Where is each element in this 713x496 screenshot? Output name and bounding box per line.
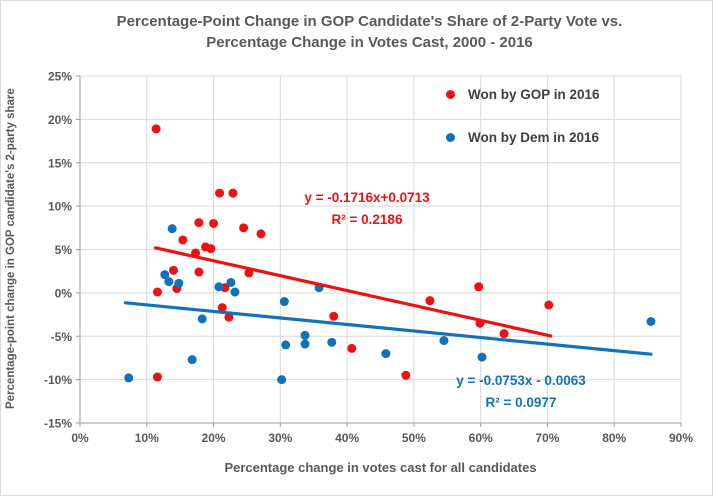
data-point-dem	[167, 224, 177, 234]
data-point-gop	[178, 235, 188, 245]
data-point-dem	[160, 270, 170, 280]
data-point-dem	[230, 287, 240, 297]
y-tick-label: 0%	[55, 286, 73, 300]
data-point-dem	[439, 336, 449, 346]
dem-equation-text: y = -0.0753x - 0.0063	[456, 373, 586, 388]
data-point-dem	[279, 297, 289, 307]
data-point-gop	[228, 188, 238, 198]
data-point-gop	[209, 218, 219, 228]
x-tick-label: 30%	[268, 431, 292, 445]
data-point-gop	[239, 223, 249, 233]
data-point-dem	[174, 278, 184, 288]
data-point-gop	[194, 218, 204, 228]
x-axis-title: Percentage change in votes cast for all …	[224, 460, 537, 475]
chart-title-line2: Percentage Change in Votes Cast, 2000 - …	[206, 34, 533, 51]
data-point-dem	[164, 277, 174, 287]
data-point-gop	[194, 267, 204, 277]
dem-marker-icon	[446, 133, 455, 142]
chart-title-line1: Percentage-Point Change in GOP Candidate…	[116, 13, 623, 30]
data-point-gop	[544, 300, 554, 310]
data-point-gop	[425, 296, 435, 306]
data-point-dem	[277, 375, 287, 385]
data-point-gop	[152, 287, 162, 297]
data-point-dem	[124, 373, 134, 383]
data-point-gop	[215, 188, 225, 198]
legend-label-gop: Won by GOP in 2016	[468, 87, 600, 102]
y-tick-label: -5%	[51, 330, 73, 344]
dem-r2-text: R² = 0.0977	[485, 395, 557, 410]
data-point-dem	[327, 337, 337, 347]
data-point-dem	[646, 317, 656, 327]
data-point-dem	[187, 355, 197, 365]
gop-equation-text: y = -0.1716x+0.0713	[304, 190, 430, 205]
x-tick-label: 20%	[202, 431, 226, 445]
data-point-dem	[477, 352, 487, 362]
data-point-dem	[381, 349, 391, 359]
trendline-gop	[153, 246, 553, 338]
data-point-dem	[300, 330, 310, 340]
data-point-gop	[256, 229, 266, 239]
data-point-gop	[224, 312, 234, 322]
gop-trendline-equation: y = -0.1716x+0.0713 R² = 0.2186	[259, 187, 475, 231]
x-tick-label: 80%	[602, 431, 626, 445]
x-tick-label: 0%	[71, 431, 89, 445]
data-point-gop	[152, 372, 162, 382]
x-tick-label: 90%	[669, 431, 693, 445]
x-tick-label: 70%	[535, 431, 559, 445]
trendline-dem	[123, 301, 653, 356]
data-point-dem	[226, 277, 236, 287]
data-point-dem	[300, 339, 310, 349]
legend-item-dem: Won by Dem in 2016	[446, 130, 599, 145]
y-tick-label: 25%	[48, 70, 72, 84]
data-point-gop	[499, 329, 509, 339]
data-point-gop	[168, 265, 178, 275]
gop-marker-icon	[446, 90, 455, 99]
y-tick-label: 20%	[48, 113, 72, 127]
data-point-gop	[151, 124, 161, 134]
y-tick-label: 10%	[48, 200, 72, 214]
dem-trendline-equation: y = -0.0753x - 0.0063 R² = 0.0977	[413, 370, 629, 414]
gop-r2-text: R² = 0.2186	[331, 212, 403, 227]
x-tick-label: 10%	[135, 431, 159, 445]
data-point-gop	[206, 244, 216, 254]
x-tick-label: 50%	[402, 431, 426, 445]
y-tick-label: 5%	[55, 243, 73, 257]
chart-title: Percentage-Point Change in GOP Candidate…	[35, 11, 704, 53]
data-point-gop	[217, 303, 227, 313]
data-point-dem	[197, 314, 207, 324]
data-point-gop	[474, 282, 484, 292]
legend-item-gop: Won by GOP in 2016	[446, 87, 600, 102]
legend-label-dem: Won by Dem in 2016	[468, 130, 600, 145]
data-point-dem	[214, 282, 224, 292]
x-tick-label: 40%	[335, 431, 359, 445]
y-tick-label: 15%	[48, 156, 72, 170]
y-tick-label: -15%	[44, 417, 72, 431]
data-point-dem	[281, 340, 291, 350]
x-tick-label: 60%	[469, 431, 493, 445]
data-point-gop	[329, 311, 339, 321]
data-point-gop	[401, 370, 411, 380]
data-point-gop	[347, 343, 357, 353]
y-tick-label: -10%	[44, 373, 72, 387]
